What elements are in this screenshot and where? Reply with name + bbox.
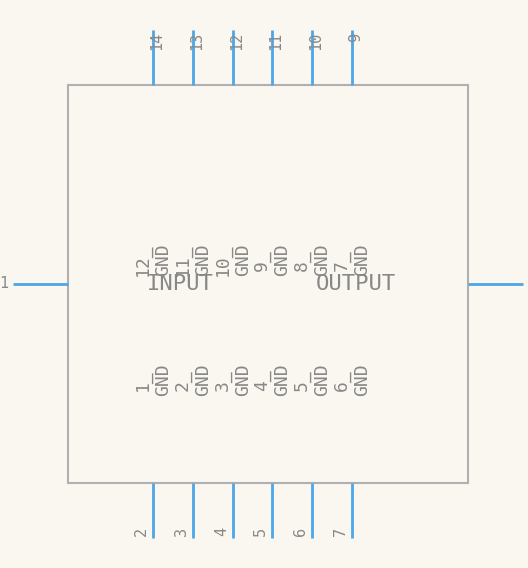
Text: 10: 10 [308, 32, 323, 50]
Text: 1_
GND: 1_ GND [134, 364, 173, 396]
Text: 2: 2 [134, 527, 149, 536]
Text: 9: 9 [348, 32, 363, 41]
Text: 8_
GND: 8_ GND [293, 244, 332, 276]
Text: 7_
GND: 7_ GND [333, 244, 371, 276]
Text: INPUT: INPUT [147, 274, 213, 294]
Text: 12: 12 [229, 32, 244, 50]
Bar [68, 85, 468, 483]
Text: 3_
GND: 3_ GND [214, 364, 252, 396]
Text: 1: 1 [0, 277, 8, 291]
Text: 2_
GND: 2_ GND [174, 364, 212, 396]
Text: OUTPUT: OUTPUT [316, 274, 396, 294]
Text: 10_
GND: 10_ GND [214, 244, 252, 276]
Text: 9_
GND: 9_ GND [252, 244, 291, 276]
Text: 11_
GND: 11_ GND [174, 244, 212, 276]
Text: 6: 6 [293, 527, 308, 536]
Text: 5: 5 [253, 527, 268, 536]
Text: 12_
GND: 12_ GND [134, 244, 173, 276]
Text: 11: 11 [268, 32, 283, 50]
Text: 3: 3 [174, 527, 189, 536]
Text: 6_
GND: 6_ GND [333, 364, 371, 396]
Text: 14: 14 [149, 32, 164, 50]
Text: 5_
GND: 5_ GND [293, 364, 332, 396]
Text: 13: 13 [189, 32, 204, 50]
Text: 7: 7 [333, 527, 348, 536]
Text: 4_
GND: 4_ GND [252, 364, 291, 396]
Text: 4: 4 [214, 527, 229, 536]
